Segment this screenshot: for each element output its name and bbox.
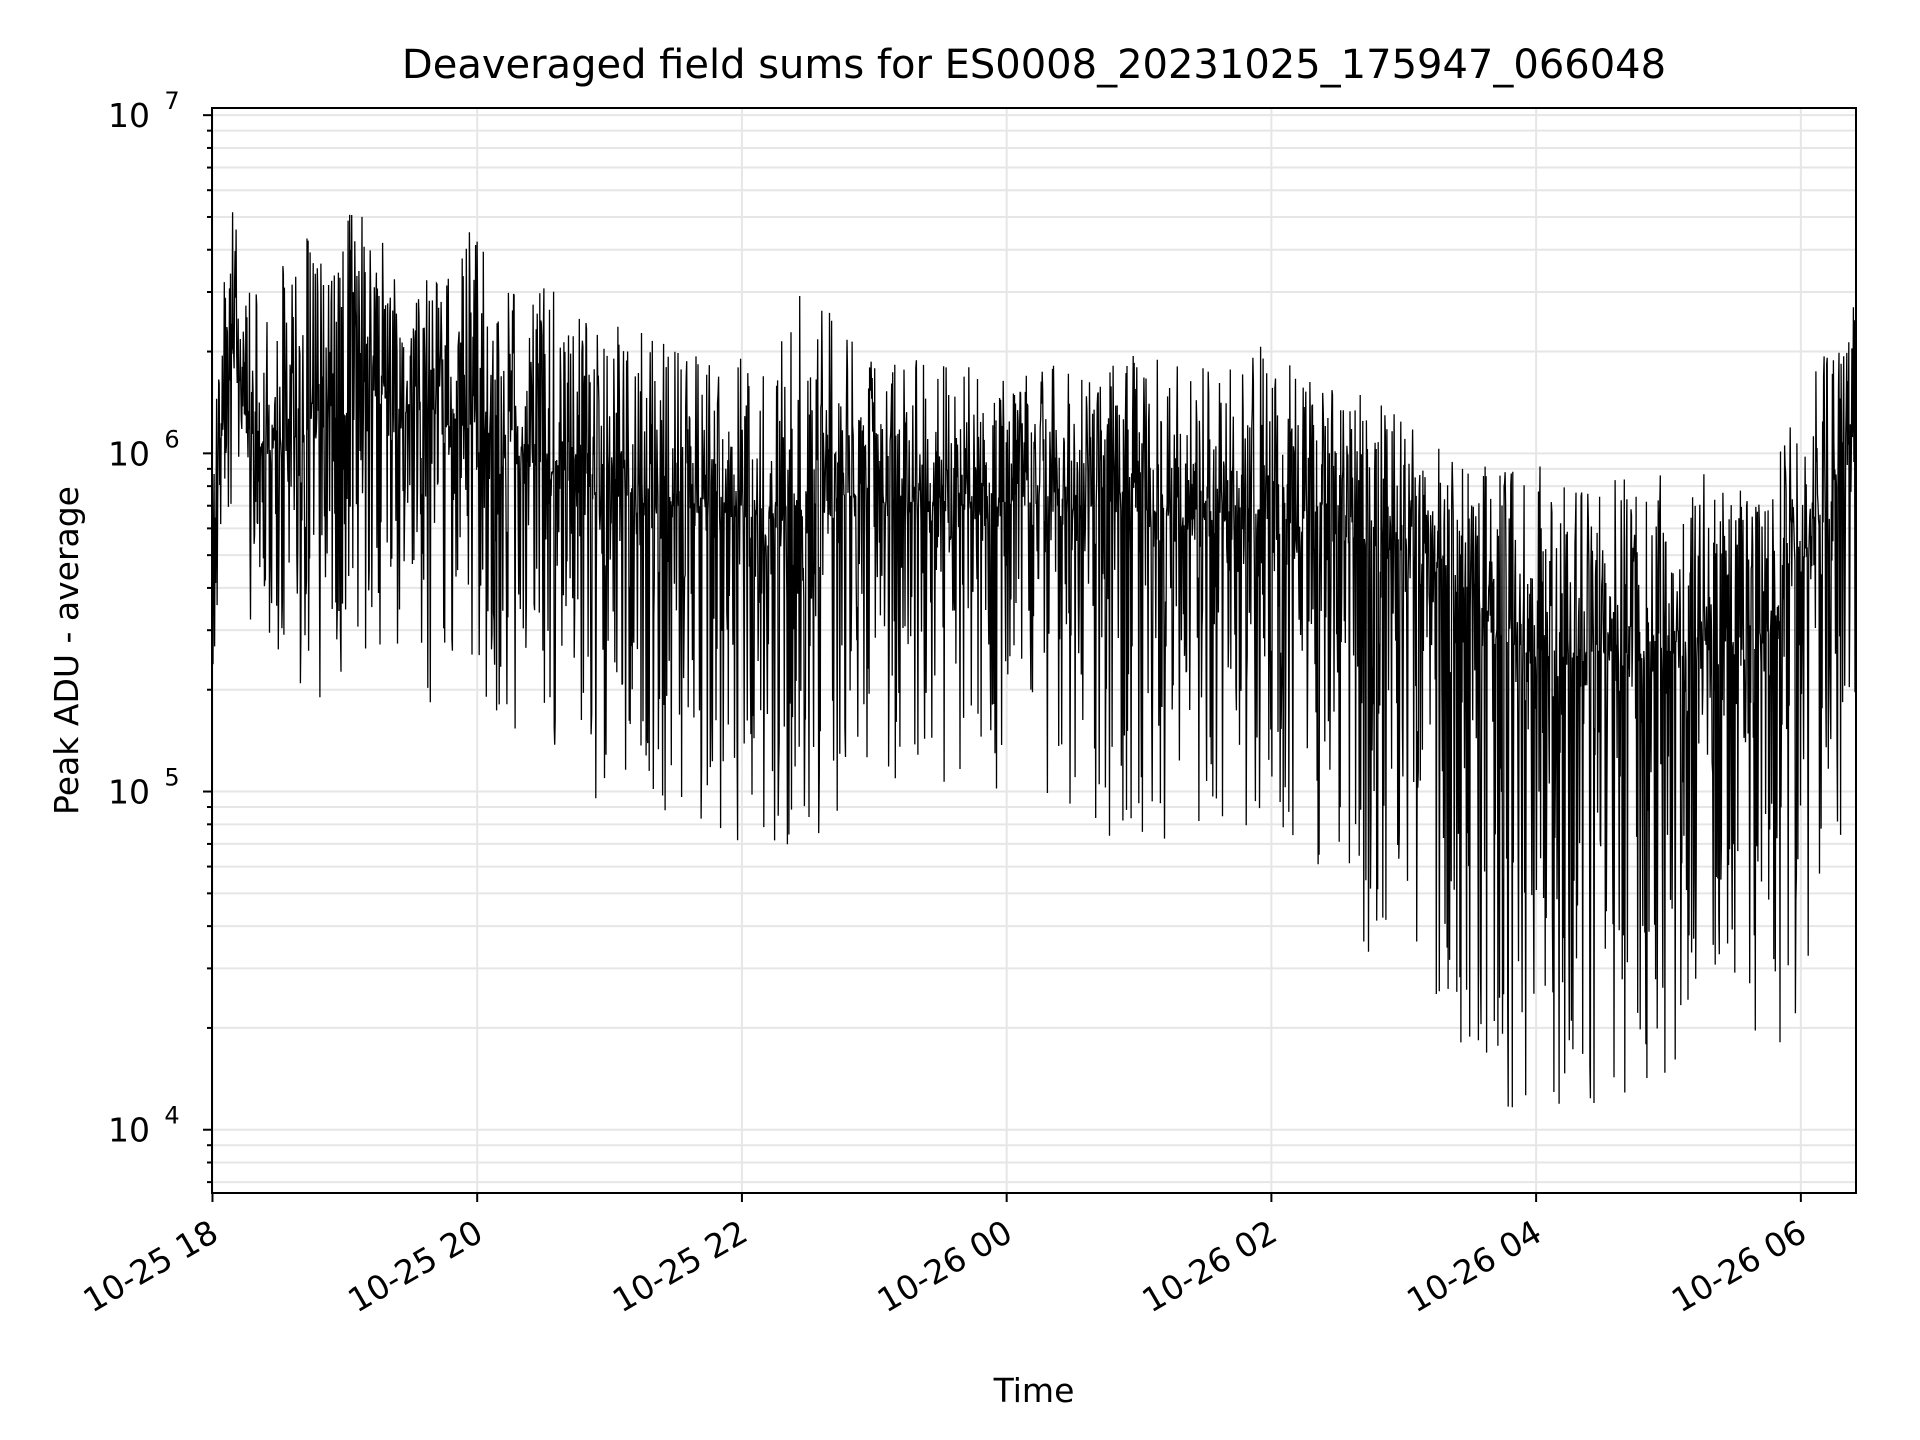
- y-tick-label: 10: [108, 96, 150, 135]
- y-tick-exponent: 7: [164, 87, 179, 115]
- series-line: [211, 212, 1857, 1108]
- y-tick-base: 10: [108, 773, 150, 812]
- y-tick-label: 10: [108, 773, 150, 812]
- y-axis-title: Peak ADU - average: [47, 486, 86, 815]
- plot-frame: [211, 107, 1857, 1194]
- y-tick-base: 10: [108, 434, 150, 473]
- y-tick-label: 10: [108, 434, 150, 473]
- x-axis-title: Time: [993, 1371, 1075, 1410]
- y-tick-base: 10: [108, 1111, 150, 1150]
- chart-title: Deaveraged field sums for ES0008_2023102…: [402, 42, 1666, 88]
- y-tick-exponent: 6: [164, 425, 179, 453]
- y-tick-label: 10: [108, 1111, 150, 1150]
- y-tick-exponent: 5: [164, 764, 179, 792]
- y-tick-exponent: 4: [164, 1102, 179, 1130]
- series-layer: [211, 212, 1857, 1108]
- y-tick-base: 10: [108, 96, 150, 135]
